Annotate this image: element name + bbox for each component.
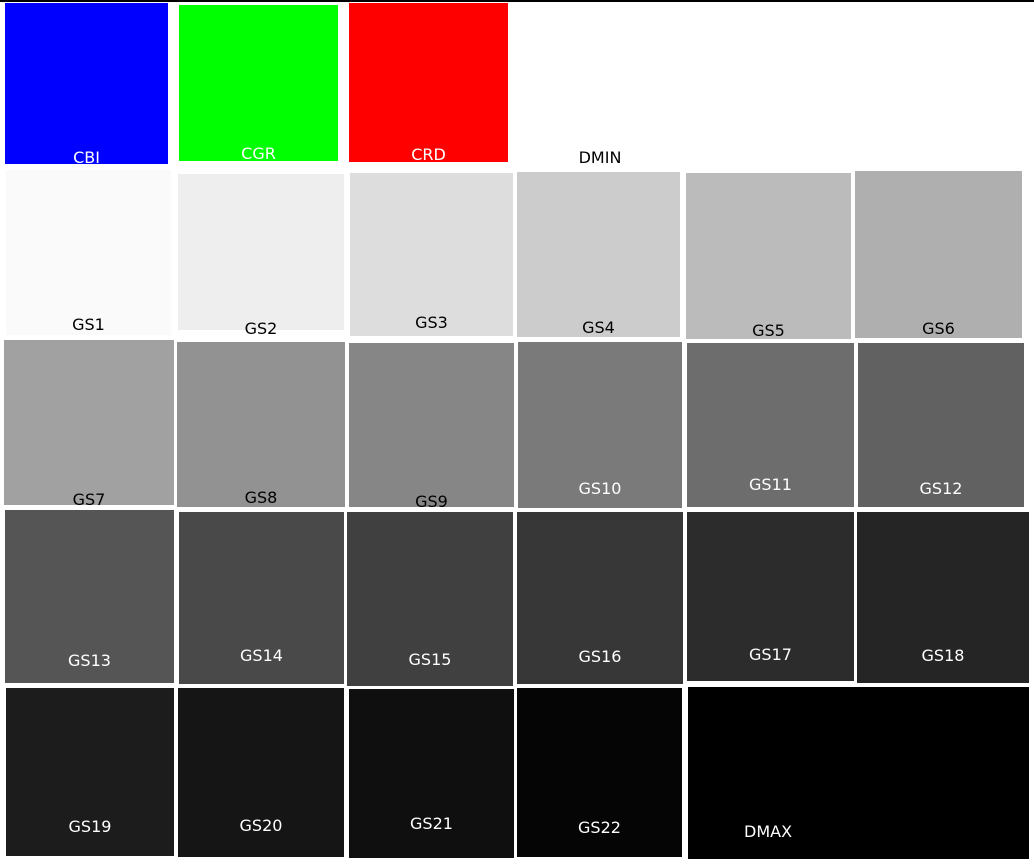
patch-gs16: GS16	[517, 512, 683, 684]
patch-gs6: GS6	[855, 171, 1022, 338]
patch-label: GS13	[68, 651, 111, 670]
patch-gs15: GS15	[347, 512, 513, 686]
patch-gs10: GS10	[518, 342, 682, 508]
patch-gs1: GS1	[6, 170, 171, 335]
patch-label: CRD	[411, 145, 446, 164]
patch-crd: CRD	[349, 3, 508, 164]
patch-gs21: GS21	[349, 689, 514, 858]
patch-label: GS16	[578, 647, 622, 666]
patch-label: GS10	[578, 479, 622, 498]
patch-gs11: GS11	[687, 343, 854, 507]
patch-label: GS6	[922, 319, 955, 338]
patch-label: GS5	[752, 321, 785, 340]
patch-gs3: GS3	[350, 173, 513, 336]
patch-label: GS9	[415, 492, 448, 511]
patch-gs2: GS2	[178, 174, 344, 338]
patch-gs20: GS20	[178, 688, 344, 857]
patch-label: GS22	[578, 818, 621, 837]
patch-gs18: GS18	[857, 512, 1029, 683]
patch-label: GS17	[749, 645, 792, 664]
patch-cgr: CGR	[179, 5, 338, 163]
patch-label: GS7	[72, 490, 106, 509]
patch-gs13: GS13	[5, 510, 174, 683]
patch-label: GS8	[244, 488, 278, 507]
patch-dmin: DMIN	[516, 3, 684, 167]
patch-gs19: GS19	[6, 688, 174, 856]
patch-gs5: GS5	[686, 173, 851, 340]
patch-label: DMAX	[744, 822, 793, 841]
patch-gs4: GS4	[517, 172, 680, 337]
patch-label: GS15	[408, 650, 452, 669]
patch-gs7: GS7	[4, 340, 174, 509]
patch-label: GS12	[919, 479, 963, 498]
patch-label: GS4	[582, 318, 615, 337]
patch-label: CBI	[73, 148, 100, 167]
patch-gs17: GS17	[687, 512, 854, 681]
patch-label: GS11	[749, 475, 792, 494]
patch-gs9: GS9	[349, 343, 514, 511]
patch-label: GS3	[415, 313, 448, 332]
patch-gs14: GS14	[179, 512, 344, 684]
patch-gs8: GS8	[177, 342, 345, 507]
patch-gs22: GS22	[517, 688, 682, 857]
patch-label: GS2	[244, 319, 278, 338]
patch-label: GS14	[240, 646, 283, 665]
patch-gs12: GS12	[858, 343, 1024, 507]
patch-label: DMIN	[578, 148, 622, 167]
top-border-line	[0, 0, 1034, 2]
patch-label: CGR	[241, 144, 276, 163]
patch-label: GS19	[68, 817, 112, 836]
patch-label: GS21	[410, 814, 453, 833]
patch-dmax: DMAX	[688, 687, 1029, 859]
patch-label: GS20	[239, 816, 283, 835]
patch-label: GS18	[921, 646, 965, 665]
patch-label: GS1	[72, 315, 105, 334]
patch-cbi: CBI	[5, 3, 168, 167]
